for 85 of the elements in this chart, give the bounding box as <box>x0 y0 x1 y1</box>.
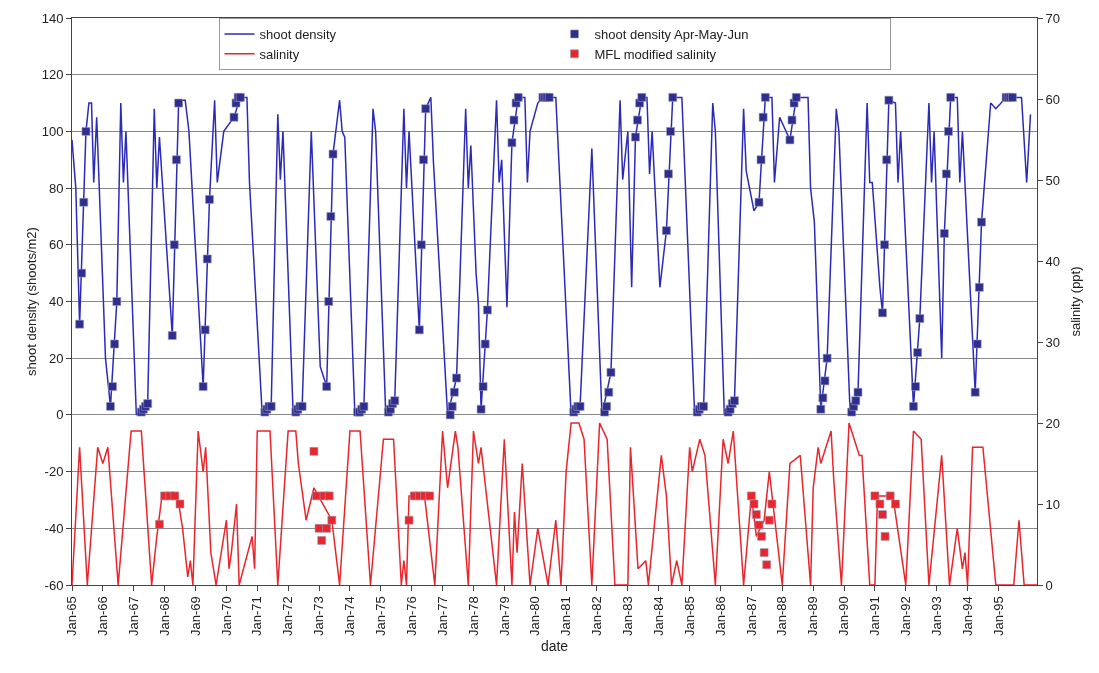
y-tick-label: -40 <box>44 520 64 536</box>
point <box>155 519 164 529</box>
point <box>880 532 890 541</box>
line-series <box>72 422 1037 585</box>
point <box>752 510 761 519</box>
point <box>891 499 900 509</box>
point <box>754 520 764 530</box>
point <box>322 524 331 533</box>
y-tick-label: 120 <box>41 67 64 83</box>
x-tick-label: Jan-84 <box>650 596 666 636</box>
y2-tick-label: 30 <box>1045 334 1061 350</box>
point <box>885 491 895 501</box>
y-tick-label: 40 <box>48 294 64 310</box>
y-tick-label: 20 <box>48 350 64 366</box>
y-tick-label: 0 <box>56 407 64 423</box>
x-tick-label: Jan-78 <box>465 596 481 636</box>
point <box>404 515 414 525</box>
point <box>870 491 880 501</box>
y-tick-label: -60 <box>44 577 64 593</box>
x-tick-label: Jan-81 <box>558 596 574 636</box>
y2-tick-label: 0 <box>1045 577 1053 593</box>
x-tick-label: Jan-72 <box>280 596 296 636</box>
legend-label: shoot density <box>259 27 337 43</box>
point <box>312 491 321 501</box>
point <box>765 515 774 525</box>
y-tick-label: 100 <box>41 123 64 139</box>
point <box>747 491 756 501</box>
y2-tick-label: 20 <box>1045 415 1061 431</box>
x-tick-label: Jan-74 <box>342 596 358 636</box>
y2-tick-label: 70 <box>1045 10 1061 26</box>
x-tick-label: Jan-86 <box>712 596 728 636</box>
x-tick-label: Jan-93 <box>928 596 944 636</box>
x-tick-label: Jan-67 <box>125 596 141 636</box>
x-tick-label: Jan-82 <box>589 596 605 636</box>
point <box>878 510 887 519</box>
point <box>759 548 769 557</box>
point <box>762 560 771 570</box>
point <box>757 532 766 541</box>
legend-label: shoot density Apr-May-Jun <box>594 27 749 43</box>
x-tick-label: Jan-71 <box>249 596 265 636</box>
x-axis-title: date <box>540 637 569 654</box>
legend-label: MFL modified salinity <box>594 46 717 62</box>
x-tick-label: Jan-79 <box>496 596 512 636</box>
x-tick-label: Jan-70 <box>218 596 234 636</box>
x-tick-label: Jan-75 <box>373 596 389 636</box>
x-tick-label: Jan-83 <box>620 596 636 636</box>
y2-tick-label: 50 <box>1045 172 1061 188</box>
y2-axis-title: salinity (ppt) <box>1067 266 1083 337</box>
point <box>327 515 337 525</box>
x-tick-label: Jan-65 <box>64 596 80 636</box>
y-tick-label: 60 <box>48 237 64 253</box>
point <box>324 491 334 501</box>
point <box>875 499 885 509</box>
y-axis-title: shoot density (shoots/m2) <box>24 227 39 376</box>
point <box>314 524 324 533</box>
x-tick-label: Jan-68 <box>156 596 172 636</box>
y2-tick-label: 40 <box>1045 253 1061 269</box>
point <box>317 536 326 545</box>
x-tick-label: Jan-87 <box>743 596 759 636</box>
point <box>425 491 434 501</box>
point <box>175 499 185 509</box>
x-tick-label: Jan-92 <box>897 596 913 636</box>
x-tick-label: Jan-95 <box>990 596 1006 636</box>
x-tick-label: Jan-66 <box>95 596 111 636</box>
y-tick-label: 140 <box>41 10 64 26</box>
x-tick-label: Jan-69 <box>187 596 203 636</box>
x-tick-label: Jan-76 <box>403 596 419 636</box>
x-tick-label: Jan-90 <box>836 596 852 636</box>
x-tick-label: Jan-85 <box>681 596 697 636</box>
x-tick-label: Jan-73 <box>311 596 327 636</box>
point <box>170 491 180 501</box>
y2-tick-label: 10 <box>1045 496 1061 512</box>
x-tick-label: Jan-77 <box>434 596 450 636</box>
legend-label: salinity <box>259 46 300 62</box>
y-tick-label: 80 <box>48 180 64 196</box>
y2-tick-label: 60 <box>1045 91 1061 107</box>
x-tick-label: Jan-94 <box>959 596 975 636</box>
x-tick-label: Jan-80 <box>527 596 543 636</box>
y-tick-label: -20 <box>44 464 64 480</box>
x-tick-label: Jan-88 <box>774 596 790 636</box>
x-tick-label: Jan-89 <box>805 596 821 636</box>
point <box>749 499 759 509</box>
point <box>309 447 319 456</box>
point <box>767 499 777 509</box>
x-tick-label: Jan-91 <box>867 596 883 636</box>
